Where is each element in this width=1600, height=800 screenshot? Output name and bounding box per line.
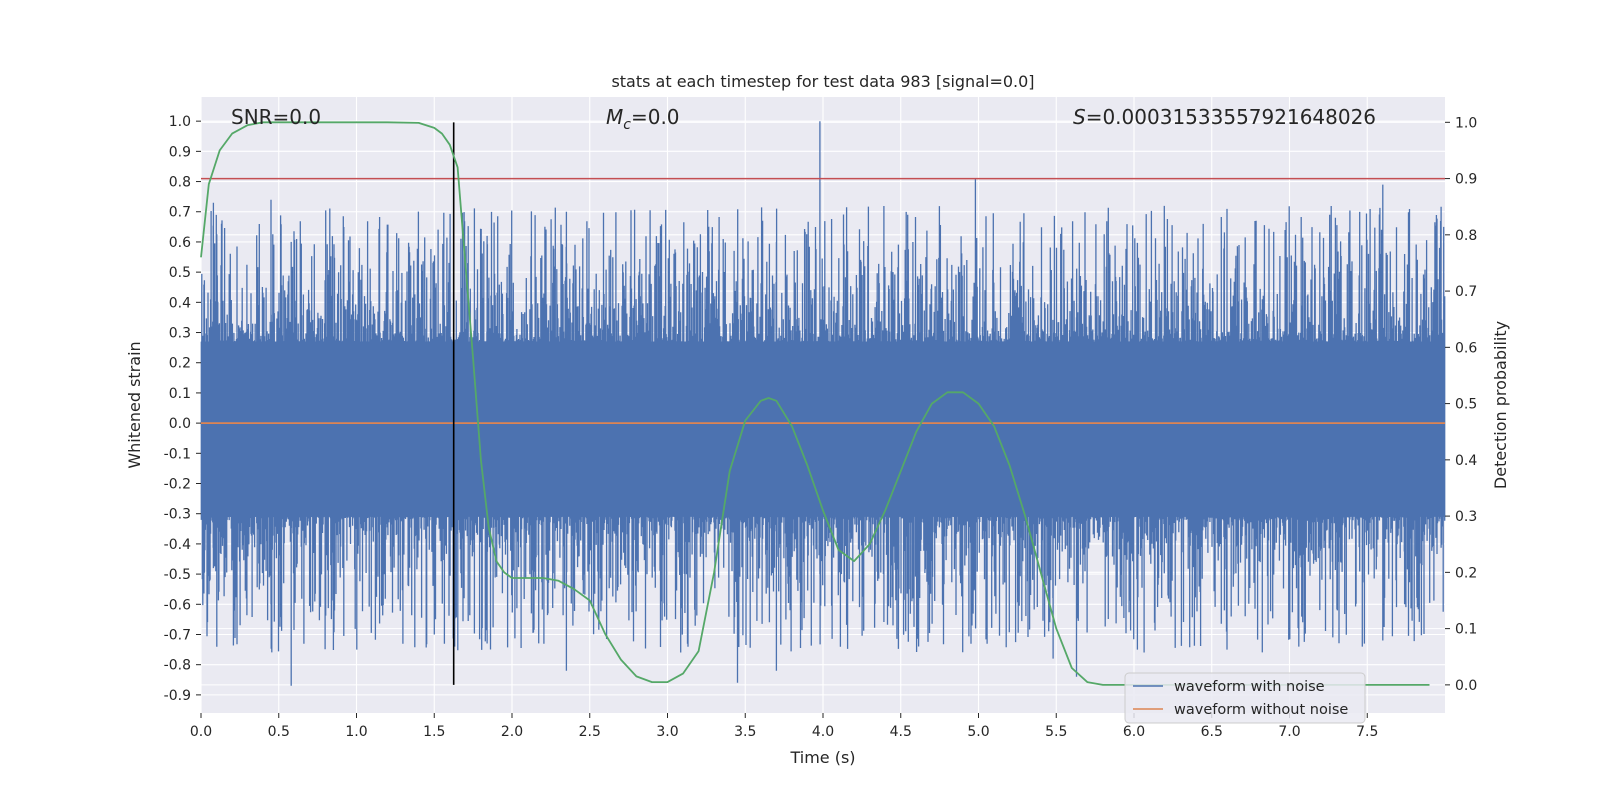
y-tick-label: 0.7 — [169, 205, 191, 221]
x-axis-label: Time (s) — [789, 748, 855, 767]
s-value: =0.00031533557921648026 — [1086, 105, 1376, 129]
y-tick-label: -0.9 — [164, 688, 191, 704]
mc-value: =0.0 — [631, 105, 680, 129]
right-tick-label: 0.1 — [1455, 622, 1477, 638]
right-tick-label: 0.3 — [1455, 509, 1477, 525]
right-tick-label: 0.4 — [1455, 453, 1477, 469]
mc-symbol: M — [606, 105, 623, 129]
s-annotation: S=0.00031533557921648026 — [1073, 105, 1376, 129]
x-tick-label: 2.0 — [501, 724, 523, 740]
right-axis-label: Detection probability — [1491, 321, 1510, 489]
x-tick-label: 3.5 — [734, 724, 756, 740]
x-tick-label: 5.5 — [1045, 724, 1067, 740]
x-tick-label: 6.0 — [1123, 724, 1145, 740]
right-tick-label: 0.9 — [1455, 172, 1477, 188]
axes: 0.0 0.5 1.0 1.5 2.0 2.5 3.0 3.5 4.0 4.5 5.0 5.5 6.0 6… — [164, 114, 1478, 740]
y-tick-label: -0.6 — [164, 597, 191, 613]
x-tick-label: 0.0 — [190, 724, 212, 740]
y-tick-label: 0.2 — [169, 356, 191, 372]
y-tick-label: 0.6 — [169, 235, 191, 251]
y-tick-label: -0.2 — [164, 477, 191, 493]
chart-title: stats at each timestep for test data 983… — [611, 72, 1034, 91]
legend-box — [1124, 672, 1366, 724]
right-tick-label: 0.5 — [1455, 397, 1477, 413]
y-tick-label: -0.8 — [164, 658, 191, 674]
y-tick-label: 0.3 — [169, 326, 191, 342]
x-tick-label: 5.0 — [967, 724, 989, 740]
y-tick-label: 0.0 — [169, 416, 191, 432]
right-tick-label: 0.6 — [1455, 340, 1477, 356]
legend-clean-label: waveform without noise — [1174, 702, 1348, 718]
y-tick-label: 0.8 — [169, 175, 191, 191]
y-tick-label: -0.7 — [164, 627, 191, 643]
noise-waveform — [200, 121, 1446, 686]
detection-probability-line — [200, 121, 1430, 686]
legend: waveform with noise waveform without noi… — [1124, 672, 1366, 724]
mc-subscript: c — [623, 117, 631, 133]
legend-noise-label: waveform with noise — [1174, 679, 1325, 695]
y-tick-label: 0.5 — [169, 265, 191, 281]
x-tick-label: 1.5 — [423, 724, 445, 740]
y-tick-label: 0.1 — [169, 386, 191, 402]
s-symbol: S — [1073, 105, 1086, 129]
x-tick-label: 2.5 — [579, 724, 601, 740]
x-tick-label: 7.0 — [1278, 724, 1300, 740]
overlay — [200, 121, 1445, 686]
x-tick-label: 0.5 — [268, 724, 290, 740]
y-tick-label: -0.5 — [164, 567, 191, 583]
right-tick-label: 0.7 — [1455, 284, 1477, 300]
y-tick-label: 0.9 — [169, 144, 191, 160]
x-tick-label: 6.5 — [1201, 724, 1223, 740]
x-tick-label: 3.0 — [656, 724, 678, 740]
y-tick-label: -0.1 — [164, 446, 191, 462]
x-tick-label: 4.5 — [890, 724, 912, 740]
y-tick-label: -0.4 — [164, 537, 191, 553]
right-tick-label: 1.0 — [1455, 115, 1477, 131]
x-tick-label: 1.0 — [345, 724, 367, 740]
y-tick-label: 0.4 — [169, 295, 191, 311]
x-tick-label: 7.5 — [1356, 724, 1378, 740]
snr-annotation: SNR=0.0 — [231, 105, 321, 129]
x-tick-label: 4.0 — [812, 724, 834, 740]
right-tick-label: 0.2 — [1455, 565, 1477, 581]
right-tick-label: 0.8 — [1455, 228, 1477, 244]
right-tick-label: 0.0 — [1455, 678, 1477, 694]
y-axis-label: Whitened strain — [125, 341, 144, 468]
chirp-mass-annotation: Mc=0.0 — [606, 105, 680, 133]
y-tick-label: 1.0 — [169, 114, 191, 130]
y-tick-label: -0.3 — [164, 507, 191, 523]
